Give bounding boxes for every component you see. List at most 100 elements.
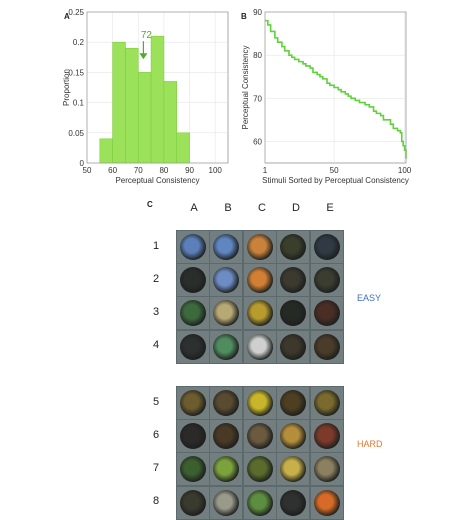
y-tick-label: 0.1	[73, 99, 85, 108]
stimulus-tile	[277, 297, 310, 330]
stimulus-image	[246, 489, 273, 516]
stimulus-image	[246, 456, 273, 483]
plot-border	[86, 11, 229, 164]
stimulus-tile	[277, 486, 310, 519]
panel-letter-c: C	[147, 200, 153, 209]
column-label: C	[258, 202, 266, 214]
stimulus-image	[313, 390, 340, 416]
group-label-hard: HARD	[357, 439, 383, 449]
stimulus-tile	[243, 330, 276, 363]
column-label: A	[190, 202, 198, 214]
stimulus-tile	[177, 387, 209, 419]
stimulus-tile	[310, 330, 343, 363]
stimulus-image	[180, 234, 206, 260]
stimulus-image	[180, 456, 206, 483]
stimulus-tile	[243, 387, 276, 419]
stimulus-image	[280, 423, 307, 450]
stimulus-tile	[210, 453, 243, 486]
hard-stimuli-grid	[176, 386, 344, 520]
row-label: 1	[153, 240, 160, 252]
column-label: D	[292, 202, 300, 214]
row-label: 3	[153, 306, 160, 318]
stimulus-image	[280, 456, 307, 483]
y-tick-label: 0.25	[68, 8, 84, 17]
stimulus-tile	[177, 330, 209, 363]
stimulus-image	[180, 489, 206, 516]
stimulus-image	[313, 456, 340, 483]
stimulus-image	[313, 234, 340, 260]
panel-letter-a: A	[64, 12, 70, 21]
stimulus-tile	[243, 231, 276, 263]
histogram-bar	[150, 35, 165, 164]
x-tick-label: 80	[159, 166, 168, 175]
column-label: B	[224, 202, 232, 214]
stimulus-image	[313, 333, 340, 360]
stimulus-image	[246, 234, 273, 260]
stimulus-image	[280, 489, 307, 516]
stimulus-tile	[277, 330, 310, 363]
x-axis-label: Stimuli Sorted by Perceptual Consistency	[262, 176, 409, 185]
y-tick-label: 60	[253, 137, 262, 146]
stimuli-panel: A B C D E 1 2 3 4 5 6 7 8 EASY HARD	[0, 196, 474, 520]
x-tick-label: 90	[185, 166, 194, 175]
stimulus-image	[246, 423, 273, 450]
stimulus-tile	[210, 420, 243, 453]
stimulus-tile	[210, 297, 243, 330]
stimulus-tile	[310, 231, 343, 263]
row-label: 7	[153, 462, 160, 474]
stimulus-tile	[177, 486, 209, 519]
series-line	[265, 19, 407, 159]
stimulus-tile	[310, 297, 343, 330]
stimulus-tile	[310, 453, 343, 486]
plot-border	[264, 11, 407, 164]
stimulus-tile	[177, 420, 209, 453]
y-tick-label: 0.15	[68, 68, 84, 77]
column-label: E	[326, 202, 334, 214]
stimulus-image	[246, 333, 273, 360]
stimulus-image	[246, 390, 273, 416]
group-label-easy: EASY	[357, 293, 382, 303]
stimulus-tile	[277, 231, 310, 263]
stimulus-image	[280, 267, 307, 294]
row-label: 8	[153, 495, 160, 507]
stimulus-tile	[210, 231, 243, 263]
stimulus-image	[180, 300, 206, 327]
stimulus-image	[280, 234, 307, 260]
x-tick-label: 1	[263, 166, 268, 175]
stimulus-tile	[210, 264, 243, 297]
stimulus-tile	[177, 453, 209, 486]
stimulus-tile	[177, 297, 209, 330]
stimulus-image	[246, 300, 273, 327]
x-tick-label: 50	[83, 166, 92, 175]
stimulus-tile	[243, 486, 276, 519]
stimulus-image	[180, 423, 206, 450]
y-axis-label: Proportion	[62, 69, 71, 106]
stimulus-image	[180, 267, 206, 294]
histogram-chart: 0 0.05 0.1 0.15 0.2 0.25 50 60 70 80 90 100 Perceptu…	[62, 8, 229, 185]
stimulus-image	[213, 333, 240, 360]
stimulus-tile	[210, 387, 243, 419]
stimulus-tile	[243, 420, 276, 453]
x-tick-label: 60	[108, 166, 117, 175]
y-tick-label: 0	[80, 159, 85, 168]
histogram-bar	[137, 72, 152, 164]
stimulus-image	[213, 456, 240, 483]
annotation-arrow-head	[139, 53, 148, 60]
row-label: 5	[153, 396, 160, 408]
stimulus-tile	[243, 453, 276, 486]
stimulus-image	[213, 234, 240, 260]
row-label: 4	[153, 339, 160, 351]
stimulus-image	[313, 300, 340, 327]
stimulus-image	[313, 423, 340, 450]
y-tick-label: 0.2	[73, 38, 85, 47]
stimulus-image	[213, 390, 240, 416]
y-tick-label: 70	[253, 94, 262, 103]
stimulus-tile	[210, 330, 243, 363]
stimulus-tile	[243, 297, 276, 330]
row-label: 2	[153, 273, 160, 285]
stimulus-tile	[310, 486, 343, 519]
stimulus-image	[213, 489, 240, 516]
histogram-bar	[163, 81, 178, 164]
y-tick-label: 80	[253, 51, 262, 60]
